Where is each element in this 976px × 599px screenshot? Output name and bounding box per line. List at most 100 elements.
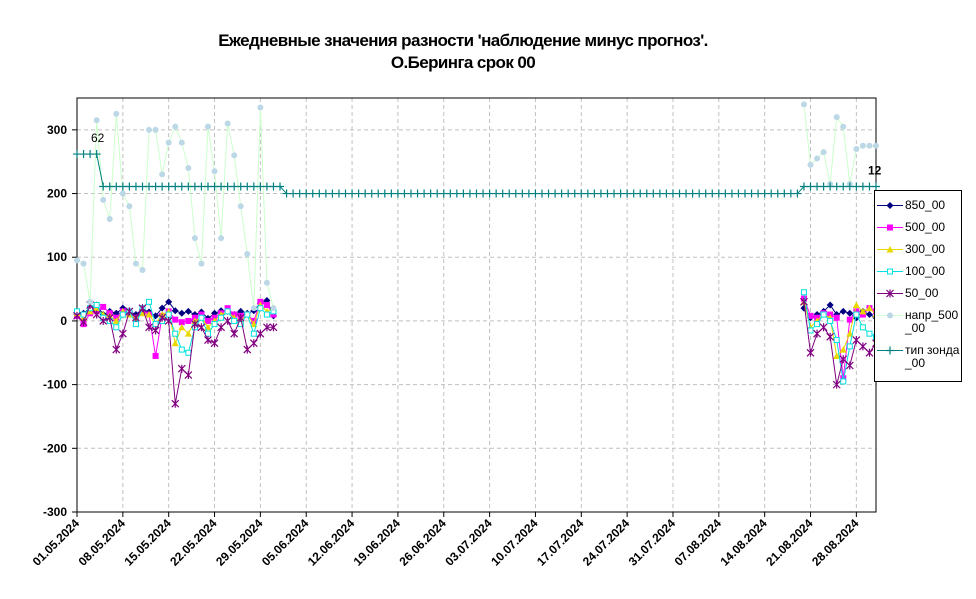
x-tick-label: 29.05.2024 — [213, 516, 266, 569]
x-tick-label: 22.05.2024 — [167, 516, 220, 569]
marker — [112, 317, 120, 324]
marker — [872, 182, 880, 191]
marker — [256, 329, 265, 338]
marker — [132, 313, 140, 322]
marker — [118, 329, 127, 338]
x-tick-label: 05.06.2024 — [259, 516, 312, 569]
marker — [873, 142, 879, 149]
series-line — [76, 298, 877, 379]
marker — [158, 304, 166, 312]
marker — [858, 342, 867, 351]
marker — [839, 355, 848, 364]
marker — [106, 216, 113, 223]
marker — [113, 110, 120, 117]
marker — [840, 378, 847, 385]
marker — [223, 316, 232, 325]
x-tick-label: 01.05.2024 — [30, 516, 83, 569]
marker — [807, 327, 814, 334]
legend-item: 100_00 — [875, 265, 961, 278]
annotation: 62 — [91, 131, 105, 145]
marker — [178, 319, 185, 326]
marker — [218, 235, 225, 242]
marker — [171, 339, 179, 347]
marker — [191, 235, 198, 242]
legend-label: тип зонда_00 — [905, 343, 960, 370]
marker — [217, 323, 226, 332]
x-tick-label: 14.08.2024 — [717, 516, 770, 569]
marker — [826, 332, 835, 341]
marker — [113, 324, 120, 331]
marker — [185, 165, 192, 172]
marker — [204, 123, 211, 130]
x-tick-label: 19.06.2024 — [351, 516, 404, 569]
marker — [178, 323, 186, 331]
marker — [165, 139, 172, 146]
marker — [244, 251, 251, 258]
marker — [152, 352, 159, 359]
annotation: 12 — [868, 164, 882, 178]
marker — [190, 320, 199, 329]
marker — [827, 317, 834, 324]
marker — [73, 311, 81, 320]
marker — [184, 307, 192, 315]
marker — [139, 266, 146, 273]
marker — [276, 182, 285, 191]
legend-label: 850_00 — [905, 198, 946, 212]
marker — [846, 343, 853, 350]
marker — [92, 150, 101, 159]
marker — [845, 361, 854, 370]
marker — [159, 171, 166, 178]
marker — [184, 371, 193, 380]
marker — [866, 142, 873, 149]
x-tick-label: 10.07.2024 — [488, 516, 541, 569]
plot-frame — [76, 97, 877, 513]
marker — [230, 329, 239, 338]
marker — [218, 314, 225, 321]
marker — [105, 313, 114, 322]
marker — [79, 318, 88, 327]
marker — [165, 311, 172, 318]
marker — [178, 346, 185, 353]
marker — [886, 289, 894, 298]
y-tick-label: 100 — [47, 250, 67, 264]
marker — [886, 246, 894, 253]
y-tick-label: -100 — [43, 378, 67, 392]
legend-swatch — [877, 246, 903, 253]
marker — [158, 313, 167, 322]
marker — [145, 311, 153, 318]
marker — [807, 161, 814, 168]
marker — [270, 311, 277, 318]
marker — [263, 323, 271, 332]
marker — [198, 314, 205, 321]
chart-subtitle: О.Беринга срок 00 — [391, 53, 535, 72]
marker — [132, 321, 139, 328]
y-tick-label: 300 — [47, 123, 67, 137]
x-tick-label: 31.07.2024 — [626, 516, 679, 569]
marker — [151, 326, 160, 335]
marker — [269, 323, 278, 332]
marker — [93, 117, 100, 124]
marker — [172, 330, 179, 337]
marker — [852, 301, 860, 308]
marker — [99, 316, 108, 325]
marker — [250, 330, 257, 337]
marker — [800, 297, 808, 306]
legend-label: 300_00 — [905, 242, 946, 256]
marker — [263, 279, 270, 286]
marker — [178, 139, 185, 146]
marker — [839, 346, 847, 353]
marker — [92, 310, 101, 319]
marker — [846, 330, 854, 337]
marker — [814, 321, 821, 328]
marker — [80, 260, 87, 267]
legend-swatch — [877, 268, 903, 275]
legend-item: тип зонда_00 — [875, 344, 961, 370]
y-tick-label: -200 — [43, 441, 67, 455]
x-tick-label: 17.07.2024 — [534, 516, 587, 569]
marker — [820, 311, 827, 318]
legend: 850_00 500_00 300_00 100_00 50_00 напр_500_00… — [874, 190, 962, 382]
marker — [887, 312, 893, 319]
marker — [74, 257, 80, 264]
